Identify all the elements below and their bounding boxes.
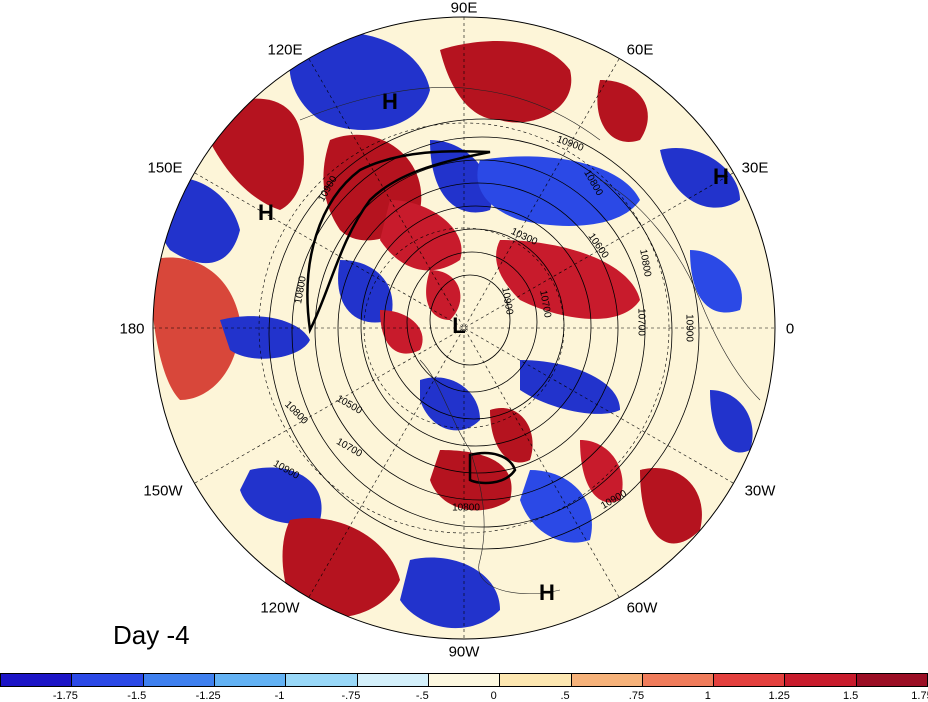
colorbar-segment [286, 674, 358, 686]
colorbar-segment [1, 674, 73, 686]
anomaly-field [153, 17, 775, 639]
colorbar-segment [500, 674, 572, 686]
lon-label-60w: 60W [626, 599, 658, 617]
red-anomaly [597, 80, 648, 142]
lon-label-90w: 90W [448, 643, 480, 661]
panel-label: Day -4 [113, 620, 190, 650]
blue-anomaly [520, 470, 592, 543]
blue-anomaly [710, 390, 753, 453]
red-anomaly [380, 200, 462, 271]
red-anomaly [282, 518, 400, 618]
colorbar-tick-label: 1.25 [768, 690, 790, 702]
colorbar-segment [143, 674, 215, 686]
colorbar-segment [785, 674, 857, 686]
colorbar-tick-label: 1.5 [842, 690, 859, 702]
colorbar-tick-label: 1.75 [911, 690, 928, 702]
height-contours [268, 118, 700, 550]
colorbar-tick-label: 0 [490, 690, 497, 702]
red-anomaly [380, 310, 423, 354]
blue-anomaly [289, 32, 430, 130]
colorbar-segment [571, 674, 643, 686]
colorbar [0, 673, 928, 687]
high-pressure-center: H [713, 164, 729, 189]
contour-label: 10700 [635, 308, 647, 336]
lon-label-60e: 60E [626, 41, 654, 59]
jet-contours [306, 149, 517, 485]
blue-anomaly [477, 156, 640, 226]
red-anomaly [153, 257, 240, 400]
red-anomaly [640, 468, 702, 544]
colorbar-tick-label: -1.75 [52, 690, 78, 702]
map-boundary [152, 16, 776, 640]
lon-label-0: 0 [785, 320, 795, 338]
red-anomaly [490, 408, 533, 463]
lon-label-150e: 150E [147, 159, 183, 177]
colorbar-segment [72, 674, 144, 686]
high-pressure-center: H [382, 89, 398, 114]
lon-label-120e: 120E [267, 41, 303, 59]
lon-label-180: 180 [119, 320, 145, 338]
colorbar-tick-label: -1 [274, 690, 285, 702]
lon-label-150w: 150W [143, 482, 183, 500]
colorbar-tick-label: .5 [560, 690, 570, 702]
colorbar-segment [714, 674, 786, 686]
graticule [153, 17, 775, 639]
colorbar-segment [214, 674, 287, 686]
colorbar-tick-label: .75 [628, 690, 645, 702]
lon-label-120w: 120W [260, 599, 300, 617]
colorbar-segment [856, 674, 928, 686]
contour-label: 10800 [452, 502, 480, 514]
red-anomaly [426, 270, 461, 320]
lon-label-90e: 90E [450, 0, 478, 17]
colorbar-tick-label: -.5 [415, 690, 429, 702]
red-anomaly [496, 240, 640, 319]
blue-anomaly [660, 148, 740, 208]
colorbar-tick-label: -.75 [341, 690, 361, 702]
blue-anomaly [430, 140, 492, 213]
blue-anomaly [220, 316, 310, 359]
blue-anomaly [520, 360, 620, 414]
blue-anomaly [400, 557, 500, 629]
colorbar-tick-label: 1 [704, 690, 711, 702]
colorbar-segment [428, 674, 501, 686]
colorbar-tick-label: -1.25 [195, 690, 221, 702]
coastlines [299, 87, 761, 595]
blue-anomaly [240, 467, 322, 524]
contour-label: 10900 [683, 314, 695, 342]
lon-label-30e: 30E [741, 159, 769, 177]
blue-anomaly [690, 250, 742, 313]
colorbar-segment [357, 674, 429, 686]
colorbar-tick-label: -1.5 [127, 690, 147, 702]
high-pressure-center: H [258, 200, 274, 225]
low-pressure-center: L [452, 313, 466, 338]
colorbar-segment [642, 674, 715, 686]
red-anomaly [440, 41, 572, 123]
blue-anomaly [420, 377, 480, 431]
high-pressure-center: H [539, 580, 555, 605]
lon-label-30w: 30W [744, 482, 776, 500]
